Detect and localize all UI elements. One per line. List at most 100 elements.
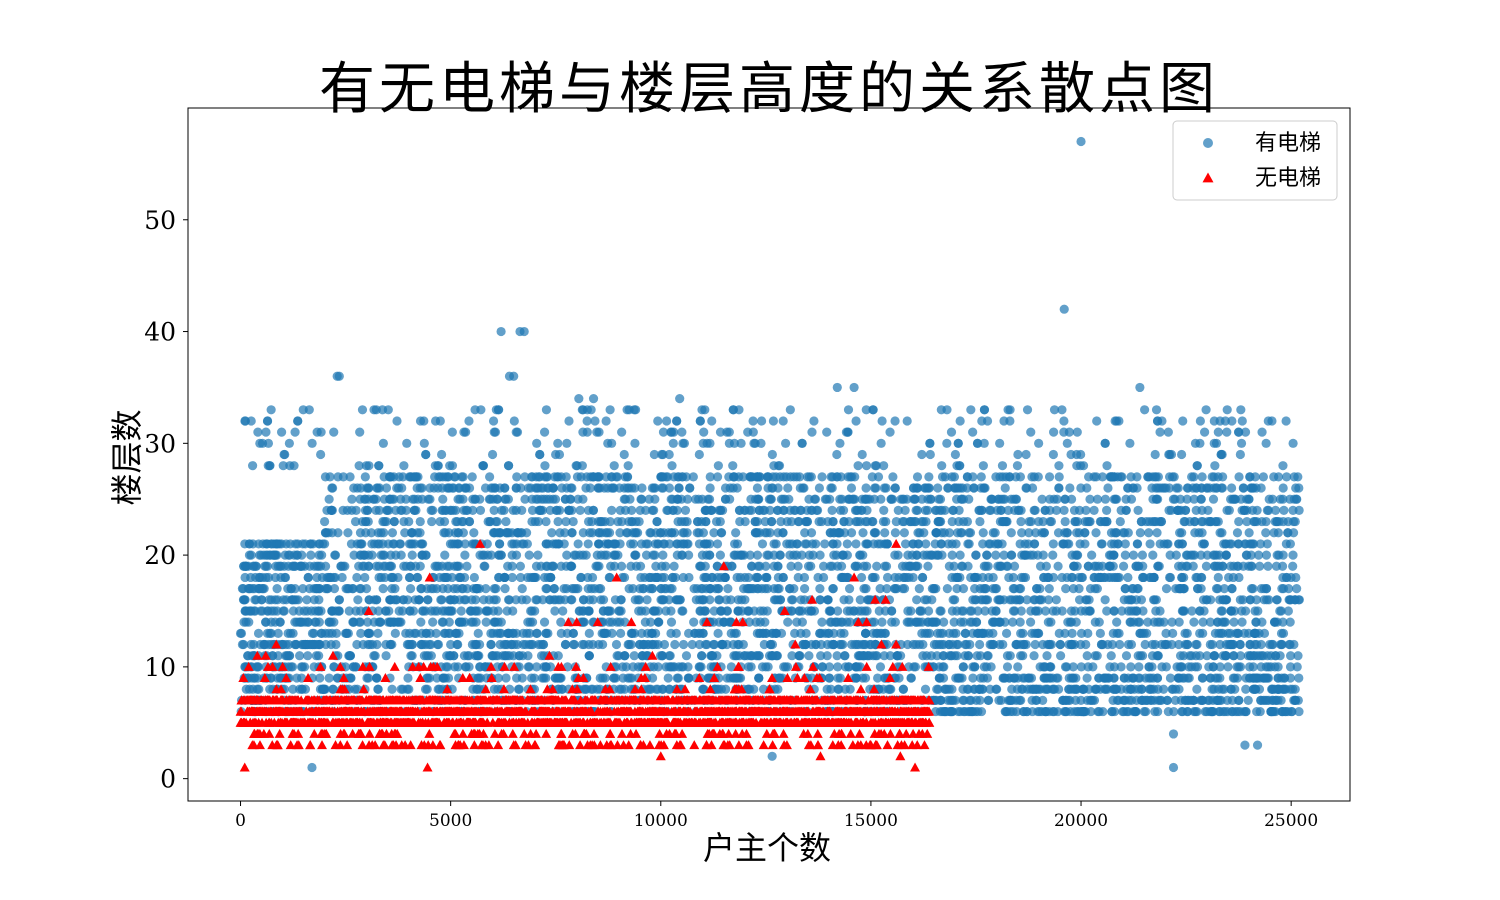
data-point-with-elevator <box>650 483 660 493</box>
data-point-with-elevator <box>986 494 996 504</box>
data-point-with-elevator <box>1263 662 1273 672</box>
data-point-with-elevator <box>661 416 672 426</box>
data-point-with-elevator <box>370 651 380 661</box>
data-point-with-elevator <box>813 572 823 583</box>
data-point-with-elevator <box>979 662 989 672</box>
data-point-with-elevator <box>237 584 248 594</box>
data-point-with-elevator <box>402 438 412 448</box>
data-point-with-elevator <box>979 405 990 415</box>
data-point-with-elevator <box>1227 416 1237 426</box>
data-point-with-elevator <box>367 550 377 560</box>
data-point-with-elevator <box>1155 427 1165 437</box>
data-point-with-elevator <box>765 639 776 650</box>
data-point-with-elevator <box>588 684 598 694</box>
data-point-with-elevator <box>1232 528 1243 538</box>
data-point-with-elevator <box>1285 662 1296 672</box>
data-point-with-elevator <box>295 651 305 661</box>
data-point-with-elevator <box>914 584 924 594</box>
data-point-with-elevator <box>882 572 893 583</box>
data-point-with-elevator <box>1005 405 1015 415</box>
data-point-with-elevator <box>472 684 482 694</box>
data-point-with-elevator <box>1269 617 1280 627</box>
data-point-with-elevator <box>863 539 873 549</box>
data-point-with-elevator <box>990 528 1000 538</box>
data-point-with-elevator <box>399 461 409 471</box>
data-point-with-elevator <box>541 516 551 527</box>
data-point-with-elevator <box>880 528 890 538</box>
data-point-with-elevator <box>539 673 549 683</box>
data-point-with-elevator <box>731 528 741 538</box>
data-point-with-elevator <box>1195 628 1205 638</box>
data-point-with-elevator <box>909 662 919 672</box>
data-point-with-elevator <box>1055 639 1065 650</box>
data-point-with-elevator <box>1009 561 1020 571</box>
data-point-with-elevator <box>302 606 312 616</box>
data-point-with-elevator <box>584 628 594 638</box>
data-point-with-elevator <box>763 483 773 493</box>
data-point-with-elevator <box>756 438 766 448</box>
data-point-with-elevator <box>372 595 382 605</box>
data-point-with-elevator <box>1236 405 1246 415</box>
data-point-with-elevator <box>459 427 469 437</box>
data-point-with-elevator <box>470 606 480 616</box>
data-point-with-elevator <box>678 639 689 650</box>
data-point-with-elevator <box>1195 606 1205 616</box>
data-point-with-elevator <box>675 595 685 605</box>
data-point-with-elevator <box>1189 550 1200 560</box>
data-point-with-elevator <box>270 572 281 583</box>
data-point-with-elevator <box>263 572 274 583</box>
data-point-with-elevator <box>804 472 814 482</box>
data-point-with-elevator <box>706 505 717 515</box>
data-point-with-elevator <box>566 561 576 571</box>
data-point-with-elevator <box>743 606 754 616</box>
data-point-with-elevator <box>489 684 499 694</box>
data-point-with-elevator <box>244 539 255 549</box>
data-point-with-elevator <box>1207 706 1217 717</box>
data-point-with-elevator <box>670 639 680 650</box>
data-point-with-elevator <box>1017 528 1027 538</box>
data-point-with-elevator <box>781 438 791 448</box>
data-point-with-elevator <box>763 584 773 594</box>
data-point-with-elevator <box>564 416 574 426</box>
data-point-with-elevator <box>280 572 290 583</box>
data-point-with-elevator <box>621 528 632 538</box>
data-point-with-elevator <box>750 494 761 504</box>
data-point-with-elevator <box>815 628 825 638</box>
data-point-with-elevator <box>1051 505 1062 515</box>
data-point-with-elevator <box>1175 673 1185 683</box>
data-point-with-elevator <box>447 483 458 493</box>
data-point-with-elevator <box>833 684 843 694</box>
data-point-with-elevator <box>908 483 919 493</box>
data-point-with-elevator <box>1045 516 1055 527</box>
data-point-with-elevator <box>1210 461 1220 471</box>
data-point-with-elevator <box>1118 528 1128 538</box>
data-point-with-elevator <box>748 416 758 426</box>
data-point-with-elevator <box>520 494 530 504</box>
data-point-with-elevator <box>937 461 947 471</box>
data-point-with-elevator <box>664 539 675 549</box>
data-point-with-elevator <box>1169 706 1179 717</box>
data-point-with-elevator <box>379 550 389 560</box>
data-point-with-elevator <box>553 438 563 448</box>
data-point-with-elevator <box>683 662 693 672</box>
data-point-with-elevator <box>778 416 788 426</box>
data-point-with-elevator <box>811 539 821 549</box>
data-point-with-elevator <box>827 505 837 515</box>
data-point-with-elevator <box>876 438 886 448</box>
data-point-with-elevator <box>405 606 415 616</box>
data-point-with-elevator <box>1081 639 1091 650</box>
data-point-with-elevator <box>314 595 324 605</box>
data-point-with-elevator <box>918 639 928 650</box>
data-point-with-elevator <box>822 494 832 504</box>
data-point-with-elevator <box>540 461 550 471</box>
data-point-with-elevator <box>985 684 995 694</box>
data-point-with-elevator <box>363 628 373 638</box>
data-point-with-elevator <box>1288 561 1298 571</box>
data-point-with-elevator <box>471 639 481 650</box>
data-point-with-elevator <box>1191 505 1201 515</box>
data-point-with-elevator <box>1259 628 1270 638</box>
data-point-with-elevator <box>911 561 921 571</box>
data-point-with-elevator <box>728 405 738 415</box>
data-point-with-elevator <box>917 449 927 460</box>
